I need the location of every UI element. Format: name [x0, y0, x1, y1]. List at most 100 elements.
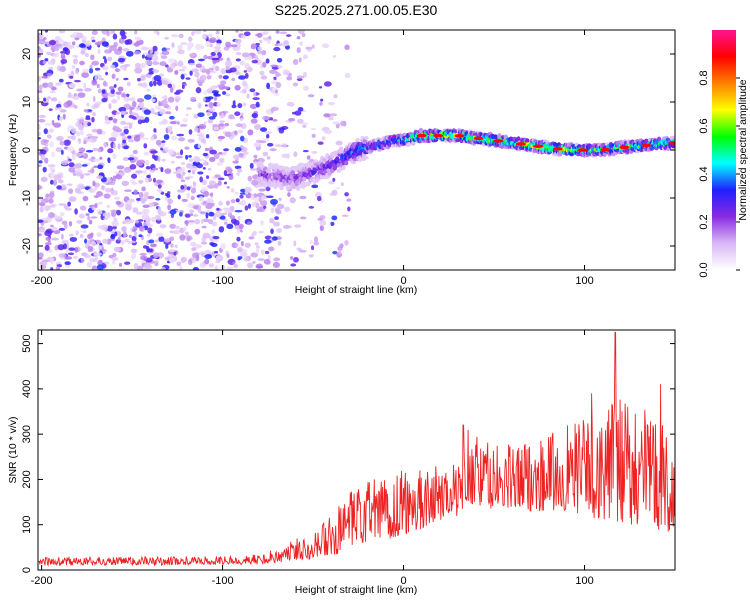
spectrogram-noise-cell	[83, 172, 91, 176]
spectrogram-noise-cell	[262, 61, 267, 68]
spectrogram-noise-cell	[302, 54, 308, 60]
spectrogram-noise-cell	[71, 154, 76, 161]
spectrogram-noise-cell	[83, 82, 87, 89]
spectrogram-noise-cell	[110, 114, 116, 118]
spectrogram-noise-cell	[140, 46, 149, 51]
spectrogram-noise-cell	[91, 79, 98, 86]
spectrogram-noise-cell	[131, 235, 137, 242]
spectrogram-noise-cell	[234, 38, 242, 44]
spectrogram-noise-cell	[96, 191, 104, 197]
spectrogram-noise-cell	[88, 157, 93, 162]
spectrogram-noise-cell	[63, 47, 69, 52]
spectrogram-noise-cell	[66, 183, 73, 186]
spectrogram-noise-cell	[270, 198, 278, 205]
spectrogram-noise-cell	[161, 140, 166, 143]
spectrogram-noise-cell	[106, 238, 112, 245]
spectrogram-noise-cell	[169, 236, 175, 242]
spectrogram-noise-cell	[319, 219, 327, 226]
spectrogram-noise-cell	[65, 249, 69, 253]
spectrogram-noise-cell	[257, 46, 263, 51]
spectrogram-noise-cell	[226, 57, 231, 63]
spectrogram-noise-cell	[166, 193, 171, 198]
spectrogram-noise-cell	[310, 127, 317, 131]
snr-y-tick-label: 0	[21, 567, 33, 573]
spectrogram-noise-cell	[296, 247, 300, 251]
spectrogram-noise-cell	[316, 195, 322, 202]
spectrogram-noise-cell	[248, 236, 255, 240]
spectrogram-noise-cell	[153, 80, 157, 87]
spectrogram-noise-cell	[135, 106, 141, 112]
spectrogram-noise-cell	[296, 75, 305, 79]
spectrogram-noise-cell	[139, 252, 147, 256]
spectrogram-noise-cell	[266, 156, 271, 160]
spectrogram-noise-cell	[155, 197, 161, 201]
spectrogram-noise-cell	[231, 104, 237, 109]
spectrogram-noise-cell	[138, 192, 144, 199]
spectrogram-noise-cell	[206, 75, 212, 80]
spectrogram-noise-cell	[91, 60, 100, 66]
spectrogram-noise-cell	[181, 198, 188, 202]
spectrogram-noise-cell	[188, 155, 192, 158]
spectrogram-noise-cell	[197, 143, 201, 149]
spectrogram-noise-cell	[75, 152, 83, 158]
spectrogram-noise-cell	[80, 129, 84, 136]
spectrogram-noise-cell	[308, 205, 315, 209]
spectrogram-noise-cell	[311, 184, 319, 189]
spectrogram-noise-cell	[73, 105, 78, 109]
spectrogram-noise-cell	[180, 185, 185, 190]
spectrogram-noise-cell	[38, 84, 43, 91]
spectrogram-noise-cell	[298, 57, 302, 63]
spectrogram-tone-cell	[347, 154, 353, 159]
spectrogram-noise-cell	[123, 128, 129, 135]
spectrogram-tone-cell	[503, 134, 508, 139]
spectrogram-noise-cell	[271, 106, 279, 111]
spectrogram-tone-cell	[418, 127, 424, 134]
spectrogram-noise-cell	[193, 127, 199, 132]
spectrogram-noise-cell	[222, 75, 229, 80]
spectrogram-noise-cell	[133, 231, 138, 237]
spectrogram-noise-cell	[50, 97, 58, 102]
spectrogram-noise-cell	[208, 116, 216, 120]
spectrogram-noise-cell	[46, 51, 52, 55]
spectrogram-noise-cell	[146, 234, 151, 237]
spectrogram-noise-cell	[134, 30, 138, 35]
spectrogram-noise-cell	[182, 65, 187, 70]
spectrogram-noise-cell	[209, 193, 214, 197]
spectrogram-noise-cell	[100, 224, 109, 231]
spectrogram-noise-cell	[75, 191, 84, 194]
spectrogram-noise-cell	[115, 246, 120, 252]
spectrogram-noise-cell	[139, 62, 146, 69]
spectrogram-noise-cell	[237, 102, 243, 109]
spectrogram-noise-cell	[58, 253, 67, 259]
spectrogram-noise-cell	[288, 117, 296, 122]
spectrogram-noise-cell	[184, 231, 189, 236]
spectrogram-noise-cell	[292, 58, 299, 65]
spectrogram-noise-cell	[49, 90, 56, 94]
spectrogram-noise-cell	[157, 184, 162, 189]
spectrogram-noise-cell	[175, 155, 183, 159]
spectrogram-noise-cell	[187, 138, 195, 143]
spectrogram-noise-cell	[168, 58, 175, 64]
spectrogram-noise-cell	[331, 189, 338, 196]
spectrogram-noise-cell	[311, 133, 316, 138]
spectrogram-noise-cell	[72, 255, 79, 259]
spectrogram-noise-cell	[255, 263, 263, 269]
spectrogram-noise-cell	[293, 151, 298, 158]
spectrogram-noise-cell	[235, 51, 242, 56]
spectrogram-noise-cell	[38, 118, 46, 123]
spectrogram-noise-cell	[327, 101, 336, 106]
spectrogram-noise-cell	[106, 30, 110, 37]
spectrogram-noise-cell	[272, 118, 278, 122]
spectrogram-noise-cell	[197, 171, 204, 175]
spectrogram-noise-cell	[110, 234, 116, 240]
spectrogram-noise-cell	[81, 152, 86, 156]
spectrogram-noise-cell	[57, 179, 64, 184]
spectrogram-noise-cell	[101, 41, 109, 47]
spectrogram-noise-cell	[82, 195, 89, 202]
spectrogram-noise-cell	[141, 186, 146, 192]
spectrogram-noise-cell	[333, 94, 338, 99]
spectrogram-noise-cell	[115, 91, 123, 95]
spectrogram-noise-cell	[136, 211, 143, 215]
spectrogram-noise-cell	[234, 130, 238, 135]
spectrogram-peak-cell	[454, 134, 465, 138]
